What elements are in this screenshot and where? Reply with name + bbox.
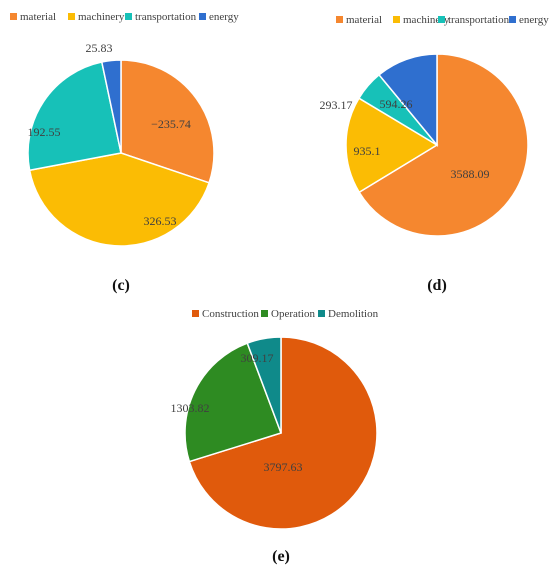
legend-swatch-material: [10, 13, 17, 20]
pie-slice-machinery: [28, 152, 211, 247]
data-label-transportation: 293.17: [320, 98, 353, 112]
pie-slice-energy: [378, 53, 438, 148]
legend-swatch-material: [336, 16, 343, 23]
legend-label-energy: energy: [209, 11, 239, 23]
pie-slice-operation: [184, 342, 282, 463]
legend-label-material: material: [20, 11, 56, 23]
legend-swatch-demolition: [318, 310, 325, 317]
legend-label-material: material: [346, 14, 382, 26]
legend-label-operation: Operation: [271, 308, 315, 320]
legend-swatch-transportation: [125, 13, 132, 20]
legend-label-demolition: Demolition: [328, 308, 379, 320]
data-label-material: 3588.09: [451, 167, 490, 181]
pie-slice-material: [120, 59, 215, 184]
pie-slice-transportation: [27, 61, 122, 172]
data-label-operation: 1303.82: [171, 401, 210, 415]
legend-swatch-energy: [509, 16, 516, 23]
legend-label-energy: energy: [519, 14, 549, 26]
pie-chart-c: −235.74 326.53 192.55 25.83 material machiner…: [10, 11, 239, 294]
legend-swatch-transportation: [438, 16, 445, 23]
data-label-energy: 25.83: [86, 41, 113, 55]
data-label-machinery: 935.1: [354, 144, 381, 158]
legend-label-transportation: transportation: [135, 11, 197, 23]
pie-chart-e: 3797.63 1303.82 309.17 Construction Operatio…: [171, 308, 379, 565]
data-label-energy: 594.26: [380, 97, 413, 111]
pie-slice-demolition: [246, 336, 282, 434]
pie-slice-energy: [100, 59, 122, 154]
legend-swatch-construction: [192, 310, 199, 317]
data-label-demolition: 309.17: [241, 351, 274, 365]
pie-slice-construction: [188, 336, 378, 530]
legend-swatch-operation: [261, 310, 268, 317]
legend-label-transportation: transportation: [448, 14, 510, 26]
data-label-construction: 3797.63: [264, 460, 303, 474]
chart-caption: (c): [112, 277, 130, 294]
legend-label-machinery: machinery: [78, 11, 125, 23]
chart-caption: (d): [427, 277, 447, 294]
legend-swatch-energy: [199, 13, 206, 20]
data-label-machinery: 326.53: [144, 214, 177, 228]
data-label-material: −235.74: [151, 117, 191, 131]
chart-caption: (e): [272, 548, 290, 565]
legend-label-construction: Construction: [202, 308, 259, 320]
data-label-transportation: 192.55: [28, 125, 61, 139]
legend-swatch-machinery: [68, 13, 75, 20]
pie-slice-material: [358, 53, 529, 237]
pie-slice-machinery: [345, 97, 439, 194]
legend-swatch-machinery: [393, 16, 400, 23]
